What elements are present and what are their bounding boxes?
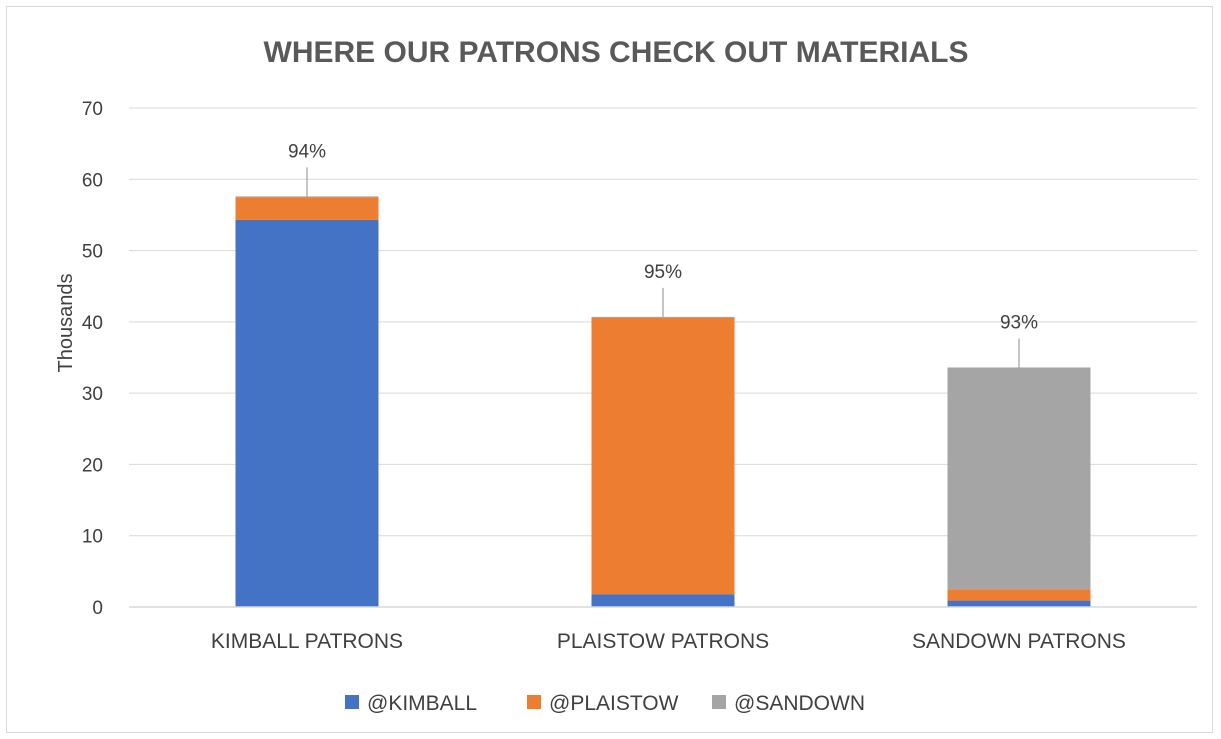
bar-plaistow-patrons-plaistow — [591, 317, 735, 595]
x-axis-categories: KIMBALL PATRONS PLAISTOW PATRONS SANDOWN P… — [211, 630, 1126, 653]
y-axis-ticks: 0 10 20 30 40 50 60 70 — [82, 99, 103, 619]
y-tick-label: 0 — [92, 598, 103, 619]
bar-kimball-patrons-plaistow — [235, 197, 379, 220]
legend-label: @SANDOWN — [734, 692, 865, 715]
bar-plaistow-patrons-kimball — [591, 594, 735, 607]
data-label: 95% — [644, 262, 682, 283]
y-axis-title: Thousands — [55, 274, 77, 373]
y-tick-label: 20 — [82, 455, 103, 476]
bar-sandown-patrons-plaistow — [947, 589, 1091, 601]
y-tick-label: 10 — [82, 527, 103, 548]
y-tick-label: 60 — [82, 170, 103, 191]
bar-plaistow-patrons-sandown — [591, 316, 735, 318]
y-tick-label: 70 — [82, 99, 103, 120]
data-labels: 94% 95% 93% — [288, 141, 1038, 368]
x-category-label: PLAISTOW PATRONS — [557, 630, 769, 653]
y-tick-label: 50 — [82, 242, 103, 263]
legend: @KIMBALL @PLAISTOW @SANDOWN — [345, 692, 865, 715]
y-tick-label: 40 — [82, 313, 103, 334]
chart-title: WHERE OUR PATRONS CHECK OUT MATERIALS — [264, 36, 969, 69]
bar-sandown-patrons-kimball — [947, 600, 1091, 607]
legend-swatch — [712, 695, 726, 709]
bars — [235, 196, 1091, 607]
legend-swatch — [345, 695, 359, 709]
legend-label: @PLAISTOW — [549, 692, 679, 715]
x-category-label: SANDOWN PATRONS — [912, 630, 1126, 653]
legend-swatch — [527, 695, 541, 709]
bar-kimball-patrons-kimball — [235, 219, 379, 607]
y-tick-label: 30 — [82, 384, 103, 405]
data-label: 94% — [288, 141, 326, 162]
bar-kimball-patrons-sandown — [235, 196, 379, 198]
bar-sandown-patrons-sandown — [947, 367, 1091, 590]
data-label: 93% — [1000, 312, 1038, 333]
legend-label: @KIMBALL — [367, 692, 477, 715]
x-category-label: KIMBALL PATRONS — [211, 630, 403, 653]
